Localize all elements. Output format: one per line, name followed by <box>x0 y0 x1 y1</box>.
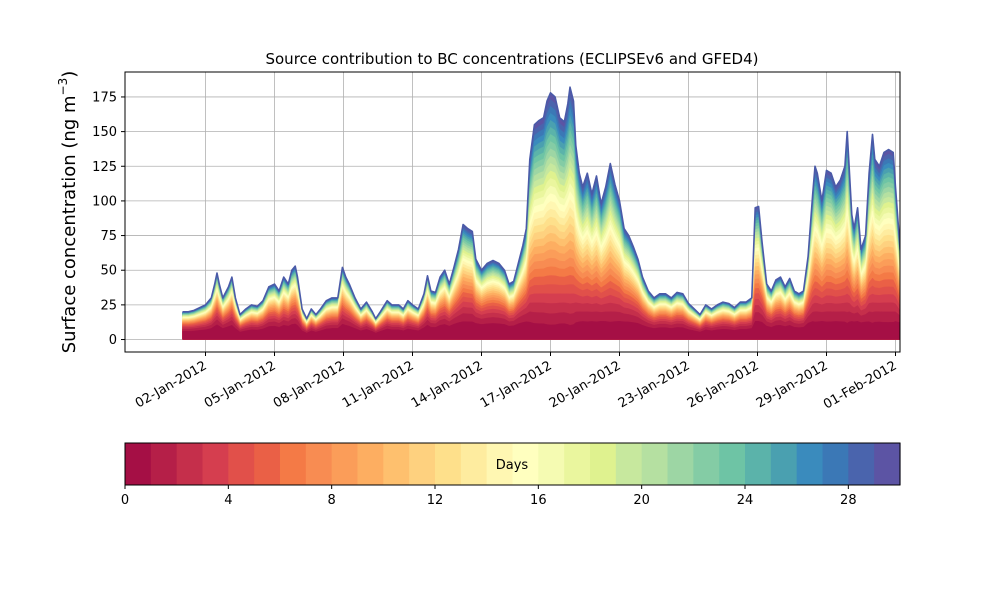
colorbar-swatch-10 <box>383 443 410 485</box>
colorbar-swatch-8 <box>331 443 359 485</box>
colorbar-swatch-26 <box>796 443 824 485</box>
x-tick-label: 11-Jan-2012 <box>340 358 417 411</box>
y-tick-label: 150 <box>92 125 117 140</box>
x-axis: 02-Jan-201205-Jan-201208-Jan-201211-Jan-… <box>133 352 900 412</box>
colorbar-swatch-21 <box>667 443 694 485</box>
colorbar-swatch-9 <box>357 443 384 485</box>
colorbar-swatch-29 <box>874 443 901 485</box>
x-tick-label: 29-Jan-2012 <box>754 358 831 411</box>
colorbar-swatch-24 <box>745 443 772 485</box>
colorbar-swatch-12 <box>435 443 462 485</box>
x-tick-label: 08-Jan-2012 <box>271 358 348 411</box>
total-outline <box>182 86 900 320</box>
colorbar-swatch-7 <box>305 443 333 485</box>
colorbar-ticks: 0 4 8 12 16 20 24 28 <box>121 485 857 508</box>
colorbar-tick-label: 20 <box>633 493 650 508</box>
area-band-day-0 <box>182 321 900 340</box>
x-tick-label: 02-Jan-2012 <box>133 358 210 411</box>
colorbar-swatch-6 <box>280 443 307 485</box>
colorbar-tick-label: 24 <box>737 493 754 508</box>
colorbar-tick-label: 8 <box>328 493 336 508</box>
colorbar-swatch-5 <box>254 443 281 485</box>
colorbar-swatch-17 <box>564 443 591 485</box>
colorbar-swatch-23 <box>719 443 746 485</box>
colorbar-swatch-4 <box>228 443 255 485</box>
y-tick-label: 50 <box>100 264 117 279</box>
plot-frame <box>124 71 901 353</box>
colorbar-swatch-18 <box>590 443 617 485</box>
x-tick-label: 17-Jan-2012 <box>478 358 555 411</box>
colorbar-swatch-25 <box>770 443 798 485</box>
colorbar-swatch-13 <box>460 443 488 485</box>
x-tick-label: 23-Jan-2012 <box>616 358 693 411</box>
x-tick-label: 05-Jan-2012 <box>202 358 279 411</box>
colorbar <box>125 443 901 485</box>
y-axis: 0 25 50 75 100 125 150 175 <box>92 90 125 348</box>
x-tick-label: 01-Feb-2012 <box>821 358 900 412</box>
colorbar-tick-label: 0 <box>121 493 129 508</box>
colorbar-swatch-28 <box>848 443 875 485</box>
y-axis-label: Surface concentration (ng m−3) <box>56 71 80 354</box>
colorbar-label: Days <box>496 458 529 473</box>
colorbar-swatch-14 <box>486 443 514 485</box>
x-tick-label: 26-Jan-2012 <box>685 358 762 411</box>
colorbar-swatch-1 <box>150 443 178 485</box>
colorbar-swatch-11 <box>409 443 436 485</box>
y-tick-label: 100 <box>92 194 117 209</box>
y-tick-label: 25 <box>100 298 117 313</box>
y-tick-label: 175 <box>92 90 117 105</box>
colorbar-swatch-0 <box>125 443 152 485</box>
colorbar-swatch-22 <box>693 443 720 485</box>
y-tick-label: 0 <box>109 333 117 348</box>
y-axis-label-sup: −3 <box>56 78 70 96</box>
x-tick-label: 20-Jan-2012 <box>547 358 624 411</box>
colorbar-swatch-15 <box>512 443 539 485</box>
colorbar-tick-label: 12 <box>427 493 444 508</box>
colorbar-swatch-2 <box>176 443 204 485</box>
y-axis-label-text: Surface concentration (ng m <box>59 95 80 353</box>
y-axis-label-close: ) <box>59 71 80 78</box>
colorbar-swatch-20 <box>641 443 669 485</box>
colorbar-tick-label: 16 <box>530 493 547 508</box>
colorbar-tick-label: 28 <box>840 493 857 508</box>
colorbar-swatch-27 <box>822 443 849 485</box>
chart-title: Source contribution to BC concentrations… <box>265 50 758 68</box>
colorbar-swatch-16 <box>538 443 565 485</box>
colorbar-swatch-3 <box>202 443 229 485</box>
colorbar-frame <box>124 442 901 486</box>
stacked-areas <box>182 86 900 340</box>
y-tick-label: 75 <box>100 229 117 244</box>
colorbar-tick-label: 4 <box>224 493 232 508</box>
x-tick-label: 14-Jan-2012 <box>409 358 486 411</box>
colorbar-swatch-19 <box>615 443 643 485</box>
y-tick-label: 125 <box>92 160 117 175</box>
